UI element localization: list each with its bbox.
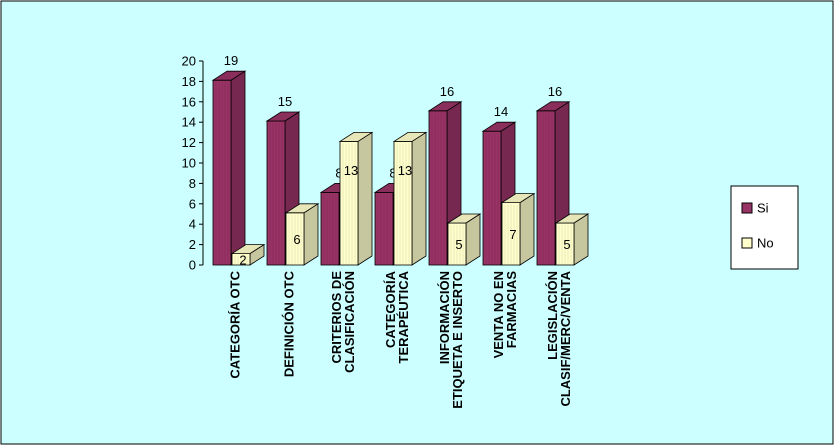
data-label-si: 8 xyxy=(389,165,396,180)
bar-no xyxy=(230,243,266,266)
category-label: DEFINICIÓN OTC xyxy=(282,270,297,377)
y-tick-label: 16 xyxy=(182,94,196,109)
y-tick-label: 10 xyxy=(182,156,196,171)
data-label-no: 13 xyxy=(398,163,412,178)
category-label: LEGISLACIÓNCLASIF/MERC/VENTA xyxy=(545,270,573,406)
data-label-no: 5 xyxy=(455,237,462,252)
y-tick-label: 6 xyxy=(189,196,196,211)
y-tick-label: 4 xyxy=(189,217,196,232)
category-label: CATEGORÍA OTC xyxy=(228,270,243,378)
data-label-si: 16 xyxy=(548,84,562,99)
bar-no xyxy=(284,203,320,266)
y-tick-label: 2 xyxy=(189,237,196,252)
category-labels: CATEGORÍA OTC DEFINICIÓN OTC CRITERIOS DEC… xyxy=(228,270,574,408)
y-tick-label: 20 xyxy=(182,54,196,69)
bar-si xyxy=(265,111,301,266)
y-tick-label: 0 xyxy=(189,258,196,273)
data-label-no: 7 xyxy=(509,227,516,242)
data-label-no: 6 xyxy=(293,232,300,247)
bar-no xyxy=(392,131,428,266)
y-tick-label: 8 xyxy=(189,176,196,191)
legend-label-si: Si xyxy=(757,201,769,216)
data-label-si: 19 xyxy=(224,53,238,68)
data-label-si: 16 xyxy=(440,84,454,99)
bar-no xyxy=(554,213,590,266)
legend-swatch-si xyxy=(741,202,753,214)
bar-no xyxy=(500,192,536,266)
data-label-no: 5 xyxy=(563,237,570,252)
y-tick-label: 14 xyxy=(182,115,196,130)
y-tick-label: 18 xyxy=(182,74,196,89)
data-label-si: 15 xyxy=(278,94,292,109)
bar-no xyxy=(446,213,482,266)
category-label: CRITERIOS DECLASIFICACIÓN xyxy=(329,271,357,373)
bar-no xyxy=(338,131,374,266)
y-tick-label: 12 xyxy=(182,135,196,150)
legend-box xyxy=(730,185,799,270)
data-label-si: 8 xyxy=(335,165,342,180)
legend-label-no: No xyxy=(757,236,774,251)
category-label: CATEGORÍATERAPÉUTICA xyxy=(383,270,411,363)
category-label: INFORMACIÓNETIQUETA E INSERTO xyxy=(437,271,465,409)
data-label-si: 14 xyxy=(494,104,508,119)
legend: Si No xyxy=(730,185,799,270)
data-label-no: 13 xyxy=(344,163,358,178)
legend-swatch-no xyxy=(741,237,753,249)
category-label: VENTA NO ENFARMACIAS xyxy=(491,271,519,359)
y-axis: 0 2 4 6 8 10 12 14 16 18 20 xyxy=(182,54,204,273)
data-label-no: 2 xyxy=(239,252,246,267)
bar-si xyxy=(211,70,247,266)
